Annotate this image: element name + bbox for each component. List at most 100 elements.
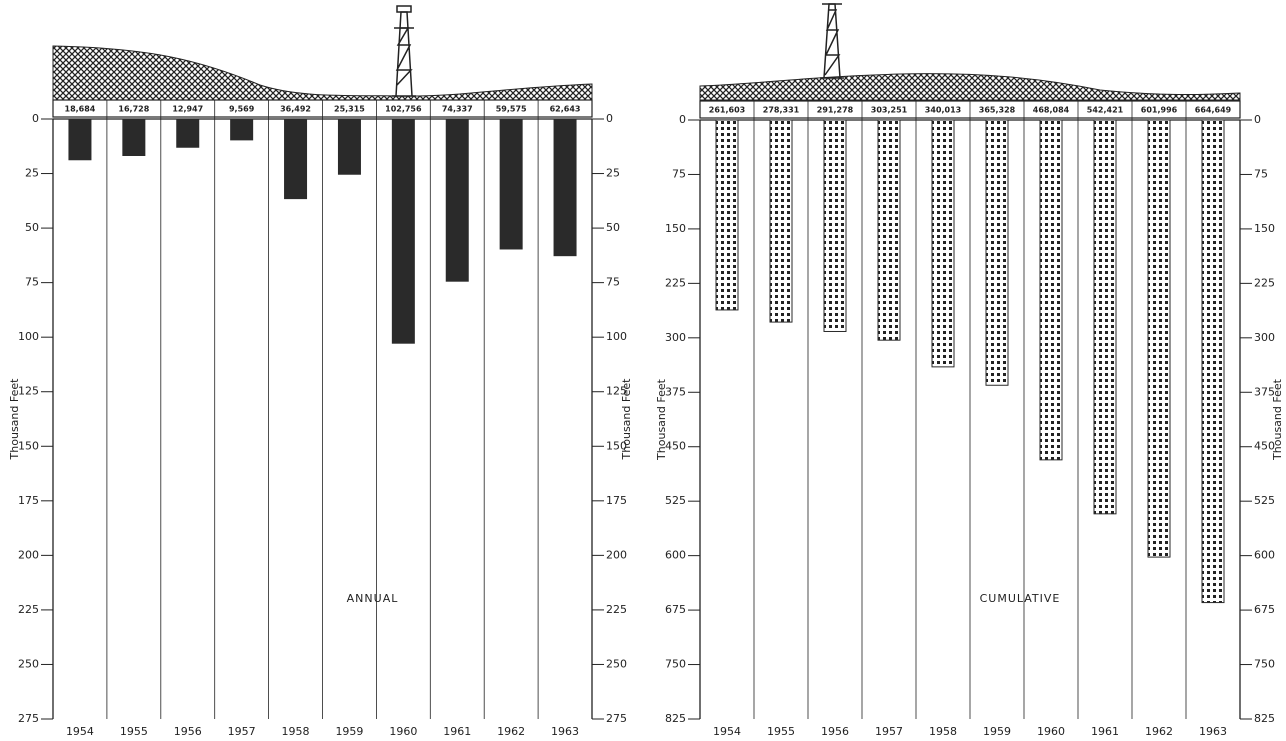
y2-tick-label: 600 <box>1254 549 1275 562</box>
x-tick-label: 1954 <box>713 725 741 738</box>
value-label: 542,421 <box>1087 106 1124 115</box>
x-tick-label: 1960 <box>1037 725 1065 738</box>
bar <box>446 119 468 281</box>
x-tick-label: 1960 <box>389 725 417 738</box>
value-label: 18,684 <box>65 105 96 114</box>
y2-tick-label: 825 <box>1254 712 1275 725</box>
x-tick-label: 1963 <box>1199 725 1227 738</box>
x-tick-label: 1962 <box>1145 725 1173 738</box>
y-tick-label: 0 <box>32 112 39 125</box>
x-tick-label: 1958 <box>282 725 310 738</box>
y-tick-label: 200 <box>18 548 39 561</box>
value-label: 36,492 <box>280 105 311 114</box>
x-tick-label: 1959 <box>335 725 363 738</box>
y-tick-label: 600 <box>665 549 686 562</box>
y-tick-label: 375 <box>665 385 686 398</box>
x-tick-label: 1955 <box>767 725 795 738</box>
bar <box>177 119 199 147</box>
y-tick-label: 75 <box>25 276 39 289</box>
y-tick-label: 125 <box>18 385 39 398</box>
bar <box>716 120 738 310</box>
value-label: 340,013 <box>925 106 961 115</box>
value-label: 261,603 <box>709 106 745 115</box>
value-label: 16,728 <box>118 105 149 114</box>
x-tick-label: 1963 <box>551 725 579 738</box>
y2-tick-label: 750 <box>1254 658 1275 671</box>
value-label: 62,643 <box>550 105 581 114</box>
y-tick-label: 750 <box>665 658 686 671</box>
value-label: 25,315 <box>334 105 365 114</box>
y-tick-label: 525 <box>665 494 686 507</box>
bar <box>986 120 1008 385</box>
y2-axis-label: Thousand Feet <box>1271 378 1284 461</box>
bar <box>1202 120 1224 603</box>
terrain <box>53 46 592 100</box>
y2-tick-label: 75 <box>1254 167 1268 180</box>
value-label: 102,756 <box>385 105 422 114</box>
y2-tick-label: 100 <box>606 330 627 343</box>
value-label: 291,278 <box>817 106 854 115</box>
x-tick-label: 1956 <box>174 725 202 738</box>
bar <box>878 120 900 340</box>
y2-tick-label: 200 <box>606 548 627 561</box>
y-tick-label: 675 <box>665 603 686 616</box>
value-label: 664,649 <box>1195 106 1232 115</box>
y2-tick-label: 0 <box>1254 113 1261 126</box>
bar <box>1094 120 1116 514</box>
x-tick-label: 1959 <box>983 725 1011 738</box>
y-tick-label: 450 <box>665 440 686 453</box>
value-label: 468,084 <box>1033 106 1070 115</box>
annotation: CUMULATIVE <box>980 592 1061 605</box>
y2-tick-label: 50 <box>606 221 620 234</box>
value-label: 365,328 <box>979 106 1016 115</box>
y-tick-label: 150 <box>665 222 686 235</box>
value-label: 9,569 <box>229 105 255 114</box>
y2-axis-label: Thousand Feet <box>620 378 633 461</box>
y2-tick-label: 25 <box>606 167 620 180</box>
annotation: ANNUAL <box>347 592 399 605</box>
x-tick-label: 1955 <box>120 725 148 738</box>
y-tick-label: 25 <box>25 167 39 180</box>
y2-tick-label: 75 <box>606 276 620 289</box>
bar <box>770 120 792 322</box>
chart: 18,684 1954 16,728 1955 12,947 1956 9,569 1957 3… <box>0 0 1286 741</box>
terrain <box>700 74 1240 100</box>
y-tick-label: 225 <box>18 603 39 616</box>
y2-tick-label: 675 <box>1254 603 1275 616</box>
y2-tick-label: 225 <box>1254 276 1275 289</box>
bar <box>932 120 954 367</box>
y2-tick-label: 0 <box>606 112 613 125</box>
x-tick-label: 1957 <box>228 725 256 738</box>
bar <box>500 119 522 249</box>
value-label: 303,251 <box>871 106 908 115</box>
bar <box>824 120 846 331</box>
x-tick-label: 1961 <box>1091 725 1119 738</box>
value-label: 12,947 <box>172 105 203 114</box>
y2-tick-label: 225 <box>606 603 627 616</box>
bar <box>554 119 576 256</box>
value-label: 601,996 <box>1141 106 1178 115</box>
y-axis-label: Thousand Feet <box>8 378 21 461</box>
derrick <box>820 4 844 78</box>
x-tick-label: 1962 <box>497 725 525 738</box>
x-tick-label: 1958 <box>929 725 957 738</box>
value-label: 59,575 <box>496 105 527 114</box>
y2-tick-label: 275 <box>606 712 627 725</box>
y-tick-label: 0 <box>679 113 686 126</box>
y-tick-label: 150 <box>18 439 39 452</box>
y2-tick-label: 175 <box>606 494 627 507</box>
y2-tick-label: 150 <box>1254 222 1275 235</box>
bar <box>338 119 360 174</box>
bar <box>285 119 307 199</box>
bar <box>69 119 91 160</box>
bar <box>392 119 414 343</box>
bar <box>1040 120 1062 460</box>
y-tick-label: 175 <box>18 494 39 507</box>
value-label: 278,331 <box>763 106 800 115</box>
y2-tick-label: 300 <box>1254 331 1275 344</box>
x-tick-label: 1954 <box>66 725 94 738</box>
y-tick-label: 75 <box>672 167 686 180</box>
y-axis-label: Thousand Feet <box>655 378 668 461</box>
x-tick-label: 1956 <box>821 725 849 738</box>
derrick <box>392 6 416 96</box>
